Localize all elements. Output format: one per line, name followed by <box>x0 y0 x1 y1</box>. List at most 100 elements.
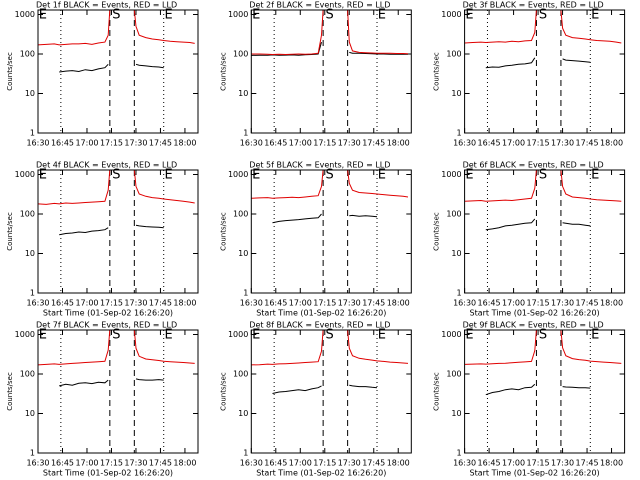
series-line <box>272 213 378 224</box>
series-line <box>251 41 408 56</box>
x-tick-label: 17:15 <box>313 139 336 148</box>
x-tick-label: 17:45 <box>149 139 172 148</box>
y-tick-label: 100 <box>20 370 35 379</box>
y-axis-label: Counts/sec <box>6 52 14 91</box>
x-tick-label: 17:45 <box>362 299 385 308</box>
x-tick-label: 16:30 <box>453 139 476 148</box>
x-tick-label: 17:15 <box>527 139 550 148</box>
x-tick-label: 17:45 <box>362 459 385 468</box>
chart-title: Det 3f BLACK = Events, RED = LLD <box>463 1 604 10</box>
x-tick-label: 16:45 <box>51 459 74 468</box>
annotation: E <box>39 8 47 23</box>
series-line <box>272 384 378 394</box>
y-tick-label: 100 <box>20 50 35 59</box>
x-tick-label: 17:30 <box>124 139 147 148</box>
x-tick-label: 17:00 <box>75 299 98 308</box>
x-tick-label: 17:15 <box>100 299 123 308</box>
y-axis-label: Counts/sec <box>219 372 227 411</box>
x-tick-label: 17:00 <box>502 299 525 308</box>
x-tick-label: 17:15 <box>313 459 336 468</box>
x-tick-label: 17:30 <box>338 299 361 308</box>
annotation: E <box>591 168 599 183</box>
y-tick-label: 1000 <box>228 10 248 19</box>
y-tick-label: 10 <box>451 89 461 98</box>
plot-frame <box>250 169 412 294</box>
x-tick-label: 17:30 <box>338 459 361 468</box>
x-axis-label: Start Time (01-Sep-02 16:26:20) <box>43 469 173 478</box>
y-tick-label: 100 <box>446 370 461 379</box>
y-tick-label: 1000 <box>15 10 35 19</box>
x-tick-label: 18:00 <box>173 139 196 148</box>
x-tick-label: 18:00 <box>173 459 196 468</box>
x-tick-label: 16:45 <box>478 459 501 468</box>
x-tick-label: 17:45 <box>149 459 172 468</box>
annotation: E <box>378 328 386 343</box>
y-axis-label: Counts/sec <box>433 372 441 411</box>
x-tick-label: 17:45 <box>576 139 599 148</box>
x-axis-label: Start Time (01-Sep-02 16:26:20) <box>43 309 173 318</box>
y-tick-label: 1 <box>457 289 462 298</box>
x-tick-label: 16:45 <box>478 299 501 308</box>
x-tick-label: 17:45 <box>576 459 599 468</box>
y-tick-label: 10 <box>25 89 35 98</box>
y-tick-label: 1000 <box>441 170 461 179</box>
annotation: E <box>378 168 386 183</box>
x-tick-label: 18:00 <box>600 299 623 308</box>
annotation: S <box>539 328 547 343</box>
annotation: E <box>252 328 260 343</box>
plot-frame <box>37 9 199 134</box>
annotation: S <box>326 328 334 343</box>
annotation: E <box>465 168 473 183</box>
y-axis-label: Counts/sec <box>433 52 441 91</box>
x-tick-label: 17:00 <box>502 459 525 468</box>
series-line <box>464 329 622 365</box>
plot-frame <box>250 9 412 134</box>
annotation: S <box>112 328 120 343</box>
y-tick-label: 100 <box>233 210 248 219</box>
x-axis-label: Start Time (01-Sep-02 16:26:20) <box>256 469 386 478</box>
x-tick-label: 18:00 <box>600 459 623 468</box>
x-tick-label: 17:15 <box>527 459 550 468</box>
annotation: E <box>165 8 173 23</box>
y-tick-label: 10 <box>451 409 461 418</box>
y-tick-label: 1000 <box>228 170 248 179</box>
x-tick-label: 18:00 <box>600 139 623 148</box>
x-tick-label: 17:00 <box>289 459 312 468</box>
x-tick-label: 17:00 <box>289 139 312 148</box>
series-line <box>251 329 409 366</box>
y-tick-label: 10 <box>25 249 35 258</box>
x-tick-label: 17:30 <box>551 139 574 148</box>
x-tick-label: 16:45 <box>478 139 501 148</box>
annotation: S <box>112 8 120 23</box>
y-axis-label: Counts/sec <box>433 212 441 251</box>
y-tick-label: 1 <box>30 129 35 138</box>
annotation: E <box>465 328 473 343</box>
x-tick-label: 18:00 <box>173 299 196 308</box>
chart-title: Det 8f BLACK = Events, RED = LLD <box>249 321 390 330</box>
x-axis-label: Start Time (01-Sep-02 16:26:20) <box>256 309 386 318</box>
y-tick-label: 10 <box>238 89 248 98</box>
chart-title: Det 7f BLACK = Events, RED = LLD <box>36 321 177 330</box>
x-tick-label: 17:45 <box>362 139 385 148</box>
chart-title: Det 5f BLACK = Events, RED = LLD <box>249 161 390 170</box>
x-tick-label: 16:45 <box>51 299 74 308</box>
annotation: S <box>539 8 547 23</box>
x-tick-label: 16:45 <box>264 459 287 468</box>
x-tick-label: 18:00 <box>387 139 410 148</box>
x-tick-label: 16:30 <box>453 459 476 468</box>
x-tick-label: 18:00 <box>387 299 410 308</box>
chart-title: Det 2f BLACK = Events, RED = LLD <box>249 1 390 10</box>
y-tick-label: 1 <box>243 289 248 298</box>
x-tick-label: 16:30 <box>453 299 476 308</box>
series-line <box>485 57 591 69</box>
x-tick-label: 17:30 <box>124 459 147 468</box>
x-tick-label: 17:00 <box>289 299 312 308</box>
x-tick-label: 17:00 <box>75 459 98 468</box>
y-tick-label: 10 <box>238 249 248 258</box>
y-tick-label: 1 <box>457 449 462 458</box>
x-tick-label: 17:45 <box>576 299 599 308</box>
y-tick-label: 1 <box>30 449 35 458</box>
x-tick-label: 16:45 <box>51 139 74 148</box>
y-tick-label: 1000 <box>441 10 461 19</box>
